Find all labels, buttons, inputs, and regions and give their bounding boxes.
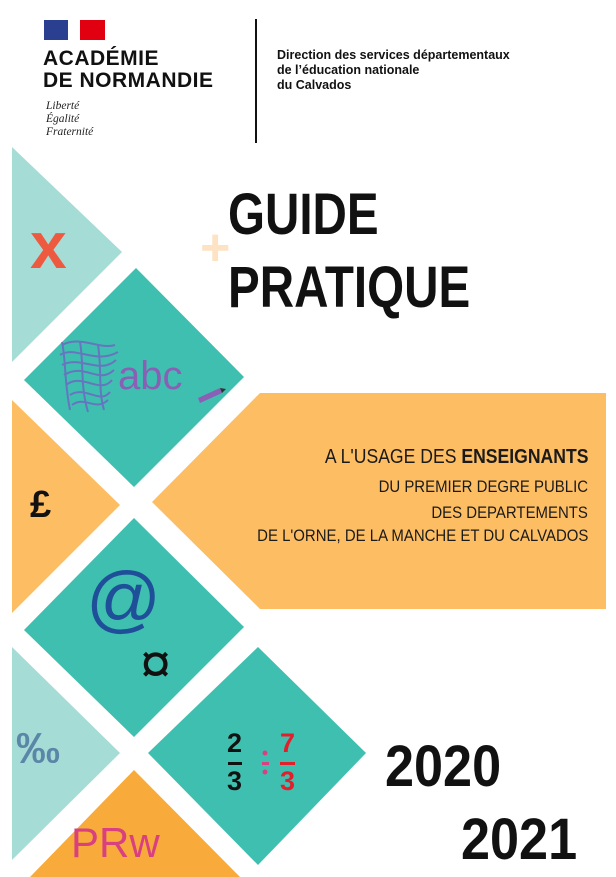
fraction-bar-right: [280, 762, 295, 765]
service-line3: du Calvados: [277, 78, 352, 92]
motto-egalite: Égalité: [46, 113, 80, 125]
plus-icon: +: [200, 219, 231, 277]
teal-diamond-fraction: [148, 647, 366, 865]
service-name: Direction des services départementaux de…: [277, 48, 510, 93]
banner-line2: DU PREMIER DEGRE PUBLIC: [378, 477, 588, 496]
title-guide: GUIDE: [228, 182, 379, 247]
prw-text: PRw: [71, 819, 160, 866]
year-end: 2021: [461, 807, 578, 872]
pencil-icon: [198, 388, 226, 403]
academy-name-line2: DE NORMANDIE: [43, 69, 214, 92]
abc-text: abc: [118, 354, 183, 398]
banner-line1-bold: ENSEIGNANTS: [460, 446, 588, 468]
republic-flag-logo: [44, 20, 105, 40]
orange-triangle-bottom: [30, 770, 240, 877]
motto: Liberté Égalité Fraternité: [46, 100, 93, 139]
teal-diamond-abc: [24, 268, 244, 487]
service-line2: de l’éducation nationale: [277, 63, 420, 77]
times-icon: x: [30, 208, 67, 282]
currency-icon: ¤: [140, 632, 172, 695]
scribble-icon: [59, 340, 119, 413]
teal-diamond-at: [24, 518, 244, 737]
motto-fraternite: Fraternité: [46, 126, 94, 138]
divide-dot-bottom: [262, 769, 268, 775]
title-pratique: PRATIQUE: [228, 255, 471, 320]
service-line1: Direction des services départementaux: [277, 48, 510, 62]
header-divider: [255, 19, 257, 143]
fraction-left-numerator: 2: [227, 728, 243, 758]
fraction-right-denominator: 3: [280, 766, 296, 796]
pound-icon: £: [30, 484, 52, 526]
banner-line4: DE L'ORNE, DE LA MANCHE ET DU CALVADOS: [256, 526, 588, 545]
fraction-right-numerator: 7: [280, 728, 296, 758]
light-teal-triangle-bottom: [12, 647, 120, 860]
at-icon: @: [86, 557, 162, 640]
fraction-left-denominator: 3: [227, 766, 243, 796]
fraction-bar-left: [228, 762, 242, 765]
academy-name: ACADÉMIE DE NORMANDIE: [43, 48, 214, 92]
banner-line1: A L'USAGE DES ENSEIGNANTS: [324, 446, 588, 469]
divide-dot-top: [262, 750, 268, 756]
banner-line1-regular: A L'USAGE DES: [324, 446, 461, 468]
orange-banner: [152, 393, 606, 609]
year-start: 2020: [385, 734, 502, 799]
banner-line3: DES DEPARTEMENTS: [431, 503, 588, 522]
light-teal-triangle-top: [12, 147, 122, 362]
motto-liberte: Liberté: [46, 100, 80, 112]
orange-triangle-left: [12, 400, 120, 613]
permille-icon: ‰: [16, 724, 60, 773]
divide-bar: [262, 762, 269, 765]
academy-name-line1: ACADÉMIE: [43, 47, 160, 70]
